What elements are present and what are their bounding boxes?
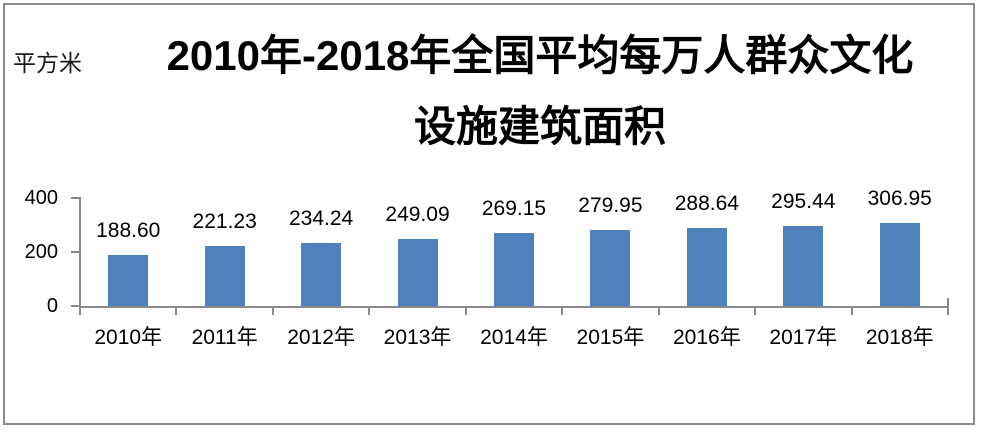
chart-title-line2: 设施建筑面积 <box>413 103 666 150</box>
y-axis-unit-label: 平方米 <box>13 50 82 76</box>
chart-title-line1: 2010年-2018年全国平均每万人群众文化 <box>166 32 914 79</box>
bar-group-2017: 295.44 <box>755 176 851 306</box>
chart-title: 2010年-2018年全国平均每万人群众文化 设施建筑面积 <box>100 20 980 162</box>
bar-value-label: 306.95 <box>867 187 932 211</box>
x-tick-label-2013: 2013年 <box>383 326 452 349</box>
bar-value-label: 269.15 <box>481 197 547 221</box>
bar-group-2014: 269.15 <box>466 176 562 306</box>
y-tick-label-400: 400 <box>24 187 58 209</box>
x-tick-label-2010: 2010年 <box>94 326 163 349</box>
bar-value-label: 188.60 <box>96 219 161 243</box>
x-axis-tick <box>79 307 81 315</box>
bar-2015 <box>590 230 631 306</box>
x-axis-tick <box>464 307 467 315</box>
x-axis-tick <box>368 307 371 315</box>
x-axis-tick <box>271 307 274 315</box>
bar-value-label: 288.64 <box>674 192 739 216</box>
x-axis-tick <box>850 307 853 315</box>
x-tick-label-2015: 2015年 <box>576 326 645 349</box>
bar-group-2012: 234.24 <box>273 176 369 306</box>
bar-2016 <box>686 228 727 306</box>
x-tick-label-2014: 2014年 <box>480 326 548 349</box>
bar-value-label: 295.44 <box>771 190 836 214</box>
bar-group-2011: 221.23 <box>176 176 272 306</box>
chart-border-frame <box>3 3 975 425</box>
x-axis-labels: 2010年 2011年 2012年 2013年 2014年 2015年 2016… <box>80 326 948 350</box>
x-axis-tick <box>947 307 949 315</box>
bar-group-2010: 188.60 <box>80 176 176 306</box>
bar-2013 <box>397 238 438 306</box>
bar-2014 <box>493 233 534 306</box>
x-axis-end-tick <box>947 298 949 307</box>
x-tick-label-2011: 2011年 <box>191 326 258 349</box>
x-tick-label-2016: 2016年 <box>672 326 741 349</box>
bars-layer: 188.60 221.23 234.24 249.09 269.15 279.9… <box>80 176 948 306</box>
bar-group-2018: 306.95 <box>852 176 948 306</box>
x-axis-tick <box>175 307 178 315</box>
x-tick-label-2018: 2018年 <box>865 326 934 349</box>
y-axis-tick <box>71 197 80 199</box>
x-axis-tick <box>561 307 564 315</box>
bar-2010 <box>108 255 149 306</box>
bar-group-2016: 288.64 <box>659 176 755 306</box>
bar-value-label: 234.24 <box>288 206 354 230</box>
bar-2012 <box>301 242 342 306</box>
bar-2011 <box>204 246 245 306</box>
x-tick-label-2012: 2012年 <box>287 326 355 349</box>
bar-2017 <box>783 226 824 306</box>
y-axis-line <box>79 197 81 307</box>
bar-group-2015: 279.95 <box>562 176 658 306</box>
y-tick-label-0: 0 <box>46 295 58 317</box>
y-axis-tick <box>71 251 80 253</box>
x-axis-line <box>79 306 949 308</box>
bar-2018 <box>879 223 920 306</box>
y-axis-tick <box>71 305 80 307</box>
bar-value-label: 279.95 <box>578 194 643 218</box>
x-axis-tick <box>754 307 757 315</box>
x-tick-label-2017: 2017年 <box>769 326 838 349</box>
bar-value-label: 249.09 <box>385 202 450 226</box>
y-tick-label-200: 200 <box>24 241 58 263</box>
bar-group-2013: 249.09 <box>369 176 465 306</box>
x-axis-tick <box>657 307 660 315</box>
bar-value-label: 221.23 <box>192 210 257 234</box>
